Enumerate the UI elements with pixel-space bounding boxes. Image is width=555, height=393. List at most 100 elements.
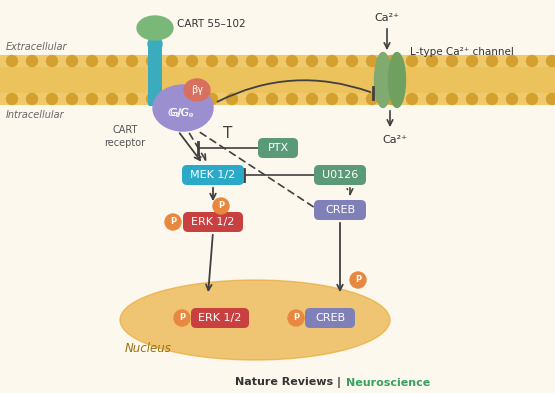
- Text: Ca²⁺: Ca²⁺: [382, 135, 407, 145]
- Circle shape: [406, 94, 417, 105]
- Circle shape: [27, 55, 38, 66]
- Circle shape: [87, 94, 98, 105]
- Circle shape: [507, 55, 517, 66]
- Circle shape: [286, 94, 297, 105]
- Circle shape: [7, 55, 18, 66]
- Text: P: P: [293, 314, 299, 323]
- Circle shape: [527, 55, 537, 66]
- Circle shape: [306, 94, 317, 105]
- Circle shape: [226, 55, 238, 66]
- Ellipse shape: [184, 79, 210, 101]
- Circle shape: [326, 94, 337, 105]
- Text: $G_i/G_o$: $G_i/G_o$: [167, 106, 195, 120]
- Circle shape: [286, 55, 297, 66]
- Circle shape: [87, 55, 98, 66]
- Circle shape: [226, 94, 238, 105]
- Text: P: P: [218, 202, 224, 211]
- Circle shape: [213, 198, 229, 214]
- Text: Neuroscience: Neuroscience: [346, 378, 430, 388]
- Circle shape: [487, 94, 497, 105]
- Text: MEK 1/2: MEK 1/2: [190, 170, 236, 180]
- Circle shape: [27, 94, 38, 105]
- Circle shape: [487, 55, 497, 66]
- Ellipse shape: [148, 37, 162, 51]
- FancyBboxPatch shape: [314, 200, 366, 220]
- FancyBboxPatch shape: [258, 138, 298, 158]
- Circle shape: [467, 55, 477, 66]
- Circle shape: [174, 310, 190, 326]
- Circle shape: [386, 55, 397, 66]
- Text: P: P: [179, 314, 185, 323]
- Circle shape: [67, 55, 78, 66]
- Circle shape: [350, 272, 366, 288]
- Text: L-type Ca²⁺ channel: L-type Ca²⁺ channel: [410, 47, 514, 57]
- Circle shape: [346, 94, 357, 105]
- FancyBboxPatch shape: [148, 42, 162, 106]
- Circle shape: [426, 94, 437, 105]
- Circle shape: [127, 55, 138, 66]
- Circle shape: [7, 94, 18, 105]
- Bar: [0, 55, 555, 105]
- Circle shape: [206, 55, 218, 66]
- Circle shape: [186, 55, 198, 66]
- Text: Nature Reviews |: Nature Reviews |: [235, 378, 345, 389]
- Ellipse shape: [375, 53, 391, 108]
- Ellipse shape: [388, 53, 406, 108]
- Text: Ca²⁺: Ca²⁺: [375, 13, 400, 23]
- Circle shape: [547, 94, 555, 105]
- Circle shape: [507, 94, 517, 105]
- Circle shape: [406, 55, 417, 66]
- FancyBboxPatch shape: [305, 308, 355, 328]
- Text: ERK 1/2: ERK 1/2: [198, 313, 241, 323]
- Circle shape: [426, 55, 437, 66]
- FancyBboxPatch shape: [183, 212, 243, 232]
- Text: CART 55–102: CART 55–102: [177, 19, 246, 29]
- Text: U0126: U0126: [322, 170, 358, 180]
- Text: Nucleus: Nucleus: [124, 342, 171, 354]
- Text: ERK 1/2: ERK 1/2: [191, 217, 235, 227]
- Text: Intracellular: Intracellular: [6, 110, 64, 120]
- Circle shape: [47, 94, 58, 105]
- Circle shape: [346, 55, 357, 66]
- Circle shape: [107, 94, 118, 105]
- Ellipse shape: [120, 280, 390, 360]
- FancyBboxPatch shape: [191, 308, 249, 328]
- Text: P: P: [355, 275, 361, 285]
- Text: P: P: [170, 217, 176, 226]
- Circle shape: [147, 94, 158, 105]
- Text: CREB: CREB: [315, 313, 345, 323]
- Ellipse shape: [137, 16, 173, 40]
- Text: CART
receptor: CART receptor: [104, 125, 145, 148]
- Circle shape: [166, 55, 178, 66]
- Circle shape: [527, 94, 537, 105]
- Circle shape: [366, 94, 377, 105]
- Circle shape: [467, 94, 477, 105]
- Circle shape: [166, 94, 178, 105]
- Circle shape: [186, 94, 198, 105]
- Circle shape: [447, 94, 457, 105]
- Circle shape: [165, 214, 181, 230]
- Circle shape: [67, 94, 78, 105]
- Circle shape: [107, 55, 118, 66]
- Circle shape: [366, 55, 377, 66]
- Text: Extracellular: Extracellular: [6, 42, 68, 52]
- Text: T: T: [223, 127, 233, 141]
- Circle shape: [288, 310, 304, 326]
- Circle shape: [246, 94, 258, 105]
- Circle shape: [206, 94, 218, 105]
- Circle shape: [266, 94, 278, 105]
- Circle shape: [127, 94, 138, 105]
- Circle shape: [47, 55, 58, 66]
- Circle shape: [326, 55, 337, 66]
- Text: G/Gₒ: G/Gₒ: [169, 108, 193, 118]
- FancyBboxPatch shape: [314, 165, 366, 185]
- FancyBboxPatch shape: [182, 165, 244, 185]
- Circle shape: [266, 55, 278, 66]
- Circle shape: [306, 55, 317, 66]
- Circle shape: [447, 55, 457, 66]
- Ellipse shape: [153, 85, 213, 131]
- Circle shape: [246, 55, 258, 66]
- Text: CREB: CREB: [325, 205, 355, 215]
- Text: PTX: PTX: [268, 143, 289, 153]
- Circle shape: [386, 94, 397, 105]
